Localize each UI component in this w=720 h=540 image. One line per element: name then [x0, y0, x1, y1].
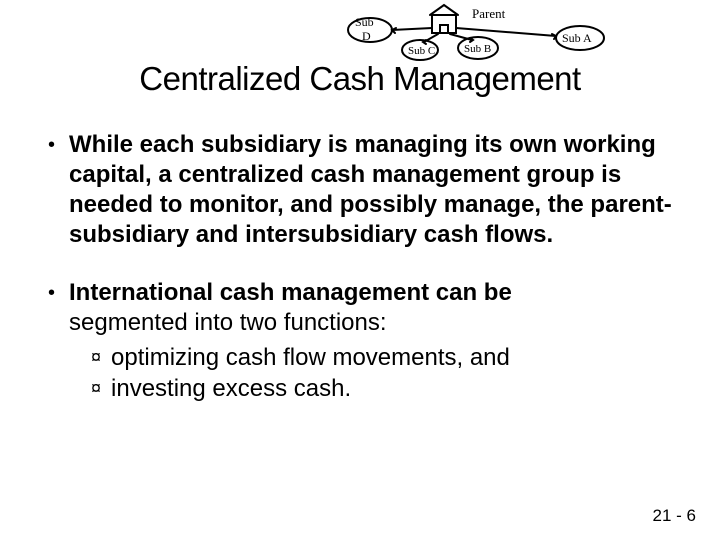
- bullet-cont-line: segmented into two functions:: [69, 309, 387, 336]
- sub-list: ¤ optimizing cash flow movements, and ¤ …: [91, 342, 512, 404]
- svg-text:Sub B: Sub B: [464, 43, 491, 55]
- sub-marker: ¤: [91, 342, 101, 372]
- sub-item: ¤ investing excess cash.: [91, 373, 512, 404]
- slide: Parent Sub D Sub C Sub B Sub A Ce: [0, 0, 720, 540]
- page-number: 21 - 6: [653, 506, 696, 526]
- svg-text:Sub: Sub: [355, 15, 374, 29]
- sub-marker: ¤: [91, 373, 101, 403]
- bullet-marker: •: [48, 130, 55, 160]
- sub-item: ¤ optimizing cash flow movements, and: [91, 342, 512, 373]
- handwritten-diagram: Parent Sub D Sub C Sub B Sub A: [0, 0, 720, 65]
- slide-body: • While each subsidiary is managing its …: [40, 130, 680, 432]
- svg-text:D: D: [362, 29, 371, 43]
- slide-title: Centralized Cash Management: [0, 60, 720, 98]
- svg-text:Parent: Parent: [472, 6, 506, 21]
- bullet-item: • While each subsidiary is managing its …: [40, 130, 680, 250]
- svg-text:Sub C: Sub C: [408, 45, 435, 57]
- sub-text: investing excess cash.: [111, 373, 351, 404]
- bullet-item: • International cash management can be s…: [40, 278, 680, 404]
- bullet-text: While each subsidiary is managing its ow…: [69, 130, 680, 250]
- sub-text: optimizing cash flow movements, and: [111, 342, 510, 373]
- svg-text:Sub A: Sub A: [562, 31, 592, 45]
- bullet-text: International cash management can be seg…: [69, 278, 512, 404]
- bullet-bold-line: International cash management can be: [69, 279, 512, 306]
- bullet-marker: •: [48, 278, 55, 308]
